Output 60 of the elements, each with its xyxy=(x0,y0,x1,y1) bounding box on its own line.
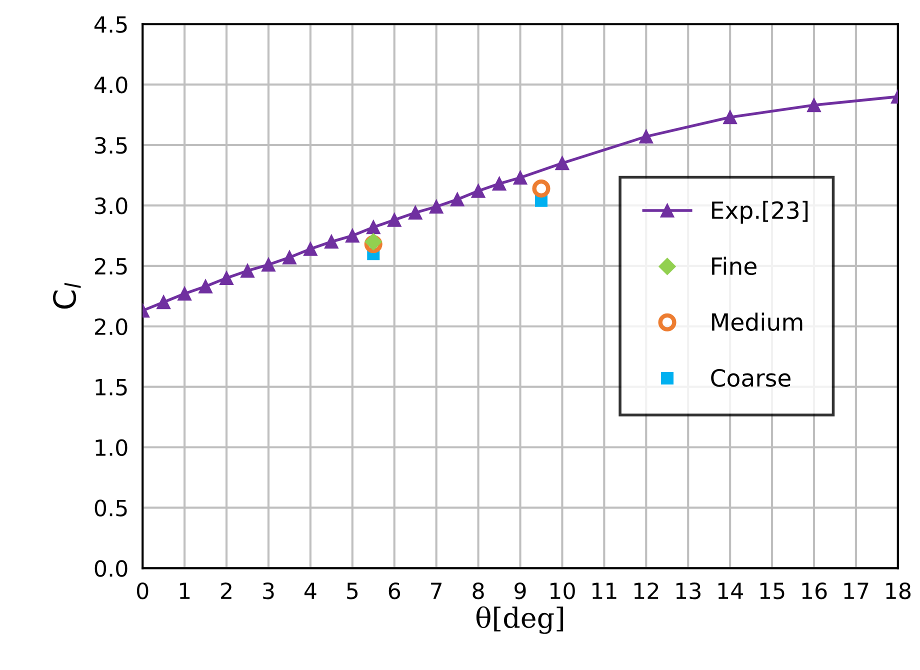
x-tick-label: 2 xyxy=(221,582,232,599)
y-axis-title: C$_{l}$ xyxy=(52,282,81,309)
x-axis-title: θ[deg] xyxy=(476,606,564,634)
x-tick-label: 9 xyxy=(514,582,526,600)
y-tick-label: 2.0 xyxy=(95,318,128,336)
x-tick-label: 3 xyxy=(263,582,274,600)
x-tick-label: 13 xyxy=(676,582,700,600)
point xyxy=(178,286,192,301)
point xyxy=(364,235,382,254)
legend-label: Fine xyxy=(712,256,756,276)
x-tick-label: 11 xyxy=(592,582,616,599)
legend-label: Exp.[23] xyxy=(712,200,808,224)
point xyxy=(513,170,528,185)
x-tick-label: 17 xyxy=(844,582,868,599)
point xyxy=(471,184,486,198)
point xyxy=(220,271,234,285)
y-tick-label: 0.0 xyxy=(94,560,128,577)
point xyxy=(304,242,318,256)
point xyxy=(262,258,276,272)
legend-label: Medium xyxy=(712,312,802,331)
y-tick-label: 2.5 xyxy=(95,258,127,275)
point xyxy=(408,206,422,220)
point xyxy=(387,213,402,227)
point xyxy=(723,110,738,124)
y-tick-label: 1.5 xyxy=(96,379,127,396)
x-tick-label: 8 xyxy=(472,582,484,600)
y-tick-label: 4.0 xyxy=(94,76,128,94)
x-tick-label: 16 xyxy=(802,582,827,600)
point xyxy=(198,280,212,294)
x-tick-label: 10 xyxy=(550,582,575,600)
point xyxy=(345,228,360,243)
x-tick-label: 7 xyxy=(431,582,442,599)
point xyxy=(156,295,171,310)
x-tick-label: 1 xyxy=(180,582,190,599)
x-tick-label: 4 xyxy=(304,582,316,599)
legend-label: Coarse xyxy=(711,368,790,387)
point xyxy=(366,220,380,234)
point xyxy=(450,192,464,206)
y-tick-label: 4.5 xyxy=(94,16,127,33)
y-tick-label: 3.0 xyxy=(95,197,128,214)
x-tick-label: 6 xyxy=(388,582,400,600)
point xyxy=(492,176,506,191)
point xyxy=(282,250,296,264)
x-tick-label: 18 xyxy=(886,582,911,600)
x-tick-label: 14 xyxy=(718,582,743,599)
point xyxy=(364,233,382,250)
x-tick-label: 0 xyxy=(136,582,148,600)
x-tick-label: 12 xyxy=(634,582,658,599)
y-tick-label: 0.5 xyxy=(94,500,127,516)
y-tick-label: 1.0 xyxy=(96,439,128,456)
point xyxy=(555,156,570,170)
y-tick-label: 3.5 xyxy=(95,136,127,154)
point xyxy=(240,264,254,278)
x-tick-label: 15 xyxy=(760,582,784,600)
point xyxy=(532,180,550,198)
point xyxy=(324,234,338,249)
point xyxy=(429,200,444,214)
x-tick-label: 5 xyxy=(347,582,358,600)
point xyxy=(639,130,654,144)
point xyxy=(807,98,821,112)
